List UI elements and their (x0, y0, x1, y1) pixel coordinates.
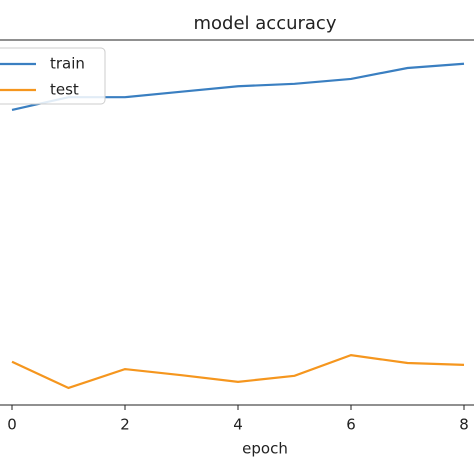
x-axis-label: epoch (242, 440, 288, 458)
series-line (11, 353, 465, 390)
x-tick-label: 0 (7, 416, 17, 434)
legend-label: train (50, 55, 85, 73)
x-tick-label: 4 (233, 416, 243, 434)
x-tick-label: 2 (120, 416, 130, 434)
chart-title: model accuracy (194, 13, 337, 34)
x-tick-label: 6 (346, 416, 356, 434)
legend-label: test (50, 81, 79, 99)
x-tick-label: 8 (459, 416, 469, 434)
